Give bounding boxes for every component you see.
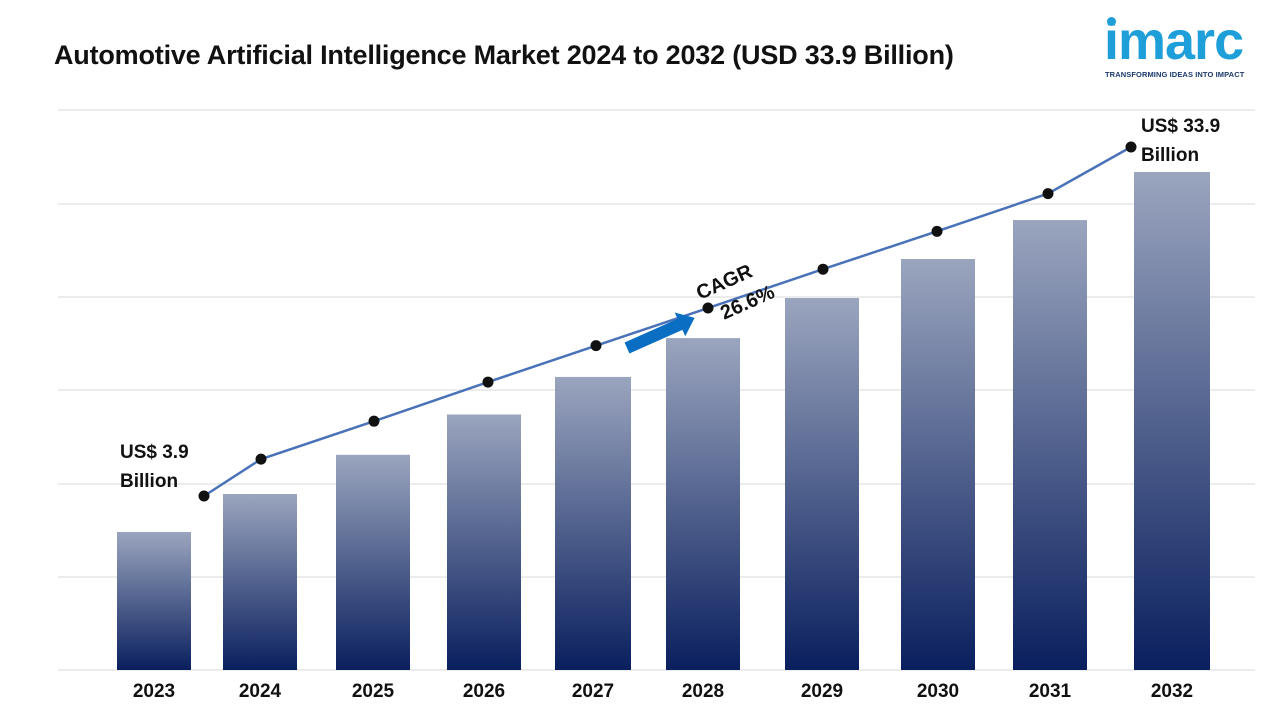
x-tick-2025: 2025 bbox=[352, 681, 395, 702]
logo-wordmark: imarc bbox=[1104, 11, 1244, 71]
bar-2031 bbox=[1013, 220, 1087, 671]
trend-point-2029 bbox=[817, 263, 829, 275]
trend-point-2023 bbox=[198, 490, 210, 502]
bar-2026 bbox=[447, 414, 521, 670]
bar-2028 bbox=[666, 338, 740, 670]
x-tick-2023: 2023 bbox=[133, 681, 175, 702]
end-value-label: US$ 33.9 bbox=[1141, 116, 1220, 137]
x-tick-2032: 2032 bbox=[1151, 681, 1193, 702]
trend-point-2032 bbox=[1125, 141, 1137, 153]
arrow-shape bbox=[624, 312, 695, 354]
x-tick-2026: 2026 bbox=[463, 681, 505, 702]
x-tick-2024: 2024 bbox=[239, 681, 282, 702]
bar-2029 bbox=[785, 298, 859, 670]
trend-point-2026 bbox=[482, 376, 494, 388]
logo-tagline: TRANSFORMING IDEAS INTO IMPACT bbox=[1105, 70, 1245, 79]
trend-line bbox=[198, 141, 1137, 502]
x-tick-2027: 2027 bbox=[572, 681, 614, 702]
bars bbox=[117, 172, 1210, 671]
start-value-label: US$ 3.9 bbox=[120, 442, 189, 463]
bar-2024 bbox=[223, 493, 297, 670]
bar-2023 bbox=[117, 532, 191, 670]
bar-2032 bbox=[1134, 172, 1210, 670]
trend-point-2025 bbox=[368, 415, 380, 427]
trend-point-2028 bbox=[702, 302, 714, 314]
x-axis-ticks: 2023 2024 2025 2026 2027 2028 2029 2030 2031 2032 bbox=[133, 681, 1193, 702]
bar-2027 bbox=[555, 376, 631, 670]
imarc-logo: imarc TRANSFORMING IDEAS INTO IMPACT bbox=[1104, 11, 1256, 80]
bar-2030 bbox=[901, 259, 975, 670]
trend-point-2030 bbox=[931, 225, 943, 237]
trend-line-path bbox=[203, 145, 1132, 498]
trend-point-2024 bbox=[255, 453, 267, 465]
end-value-unit: Billion bbox=[1141, 145, 1199, 166]
logo-dot bbox=[1107, 17, 1116, 26]
start-value-unit: Billion bbox=[120, 471, 178, 492]
x-tick-2028: 2028 bbox=[682, 681, 724, 702]
bar-2025 bbox=[336, 454, 410, 670]
trend-point-2027 bbox=[590, 340, 602, 352]
x-tick-2030: 2030 bbox=[917, 681, 959, 702]
cagr-arrow-icon bbox=[624, 312, 695, 354]
chart-title: Automotive Artificial Intelligence Marke… bbox=[54, 40, 954, 70]
x-tick-2031: 2031 bbox=[1029, 681, 1072, 702]
trend-point-2031 bbox=[1042, 188, 1054, 200]
x-tick-2029: 2029 bbox=[801, 681, 843, 702]
